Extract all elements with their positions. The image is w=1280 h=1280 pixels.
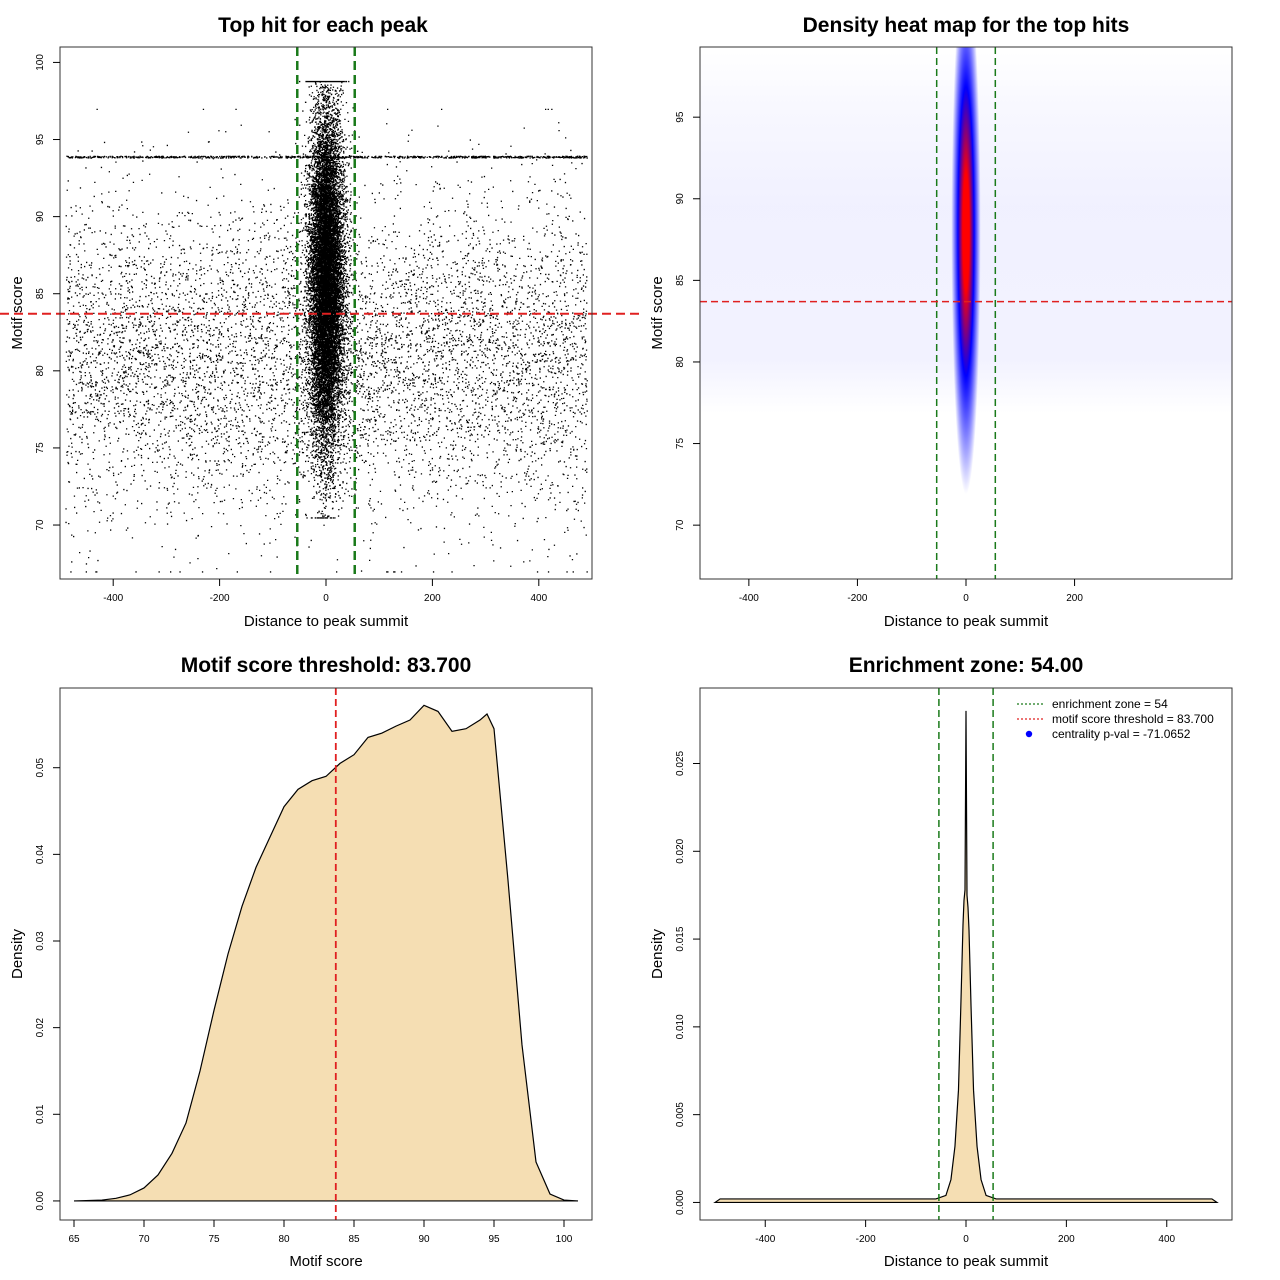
heatmap-y-tick-label: 70 bbox=[675, 519, 686, 531]
heatmap-x-tick-label: 0 bbox=[963, 593, 969, 604]
distance-density-x-tick-label: -400 bbox=[755, 1234, 775, 1245]
distance-density-y-tick-label: 0.005 bbox=[675, 1102, 686, 1127]
scatter-points bbox=[65, 80, 588, 573]
panel-score-density: Motif score threshold: 83.700 65 70 75 80 85… bbox=[9, 654, 593, 1270]
scatter-x-tick-label: 0 bbox=[323, 593, 329, 604]
score-density-title: Motif score threshold: 83.700 bbox=[181, 654, 472, 677]
scatter-y-axis-label: Motif score bbox=[9, 276, 26, 349]
scatter-y-tick-label: 80 bbox=[35, 365, 46, 377]
heatmap-title: Density heat map for the top hits bbox=[803, 14, 1130, 37]
legend-pval-marker bbox=[1025, 730, 1033, 738]
distance-density-y-axis-label: Density bbox=[649, 928, 666, 979]
distance-density-y-tick-label: 0.000 bbox=[675, 1189, 686, 1214]
panel-distance-density: Enrichment zone: 54.00 -400 -200 0 200 400 0… bbox=[649, 654, 1233, 1270]
scatter-x-tick-label: 200 bbox=[424, 593, 441, 604]
heatmap-y-axis: 70 75 80 85 90 95 bbox=[675, 111, 700, 531]
heatmap-y-tick-label: 80 bbox=[675, 356, 686, 368]
distance-density-x-axis: -400 -200 0 200 400 bbox=[755, 1220, 1176, 1245]
distance-density-x-axis-label: Distance to peak summit bbox=[884, 1253, 1049, 1270]
scatter-x-axis-label: Distance to peak summit bbox=[244, 613, 409, 630]
panel-heatmap: Density heat map for the top hits bbox=[649, 14, 1233, 630]
heatmap-x-tick-label: -200 bbox=[847, 593, 867, 604]
scatter-x-tick-label: 400 bbox=[530, 593, 547, 604]
scatter-x-axis: -400 -200 0 200 400 bbox=[103, 579, 548, 604]
distance-density-title: Enrichment zone: 54.00 bbox=[849, 654, 1084, 677]
distance-density-y-tick-label: 0.015 bbox=[675, 926, 686, 951]
score-density-x-tick-label: 85 bbox=[348, 1234, 360, 1245]
scatter-y-tick-label: 85 bbox=[35, 288, 46, 300]
scatter-y-tick-label: 90 bbox=[35, 211, 46, 223]
heatmap-x-tick-label: 200 bbox=[1066, 593, 1083, 604]
scatter-y-tick-label: 75 bbox=[35, 442, 46, 454]
scatter-title: Top hit for each peak bbox=[218, 14, 428, 37]
score-density-area bbox=[73, 704, 579, 1202]
score-density-x-tick-label: 95 bbox=[488, 1234, 500, 1245]
score-density-x-axis: 65 70 75 80 85 90 95 100 bbox=[68, 1220, 573, 1245]
score-density-y-tick-label: 0.02 bbox=[35, 1017, 46, 1037]
score-density-x-axis-label: Motif score bbox=[289, 1253, 362, 1270]
scatter-y-tick-label: 95 bbox=[35, 134, 46, 146]
scatter-x-tick-label: -400 bbox=[103, 593, 123, 604]
score-density-y-tick-label: 0.03 bbox=[35, 931, 46, 951]
heatmap-y-tick-label: 90 bbox=[675, 193, 686, 205]
heatmap-y-tick-label: 85 bbox=[675, 274, 686, 286]
score-density-plot-frame bbox=[59, 687, 593, 1221]
score-density-x-tick-label: 100 bbox=[556, 1234, 573, 1245]
score-density-y-axis-label: Density bbox=[9, 928, 26, 979]
score-density-x-tick-label: 65 bbox=[68, 1234, 80, 1245]
distance-density-x-tick-label: 400 bbox=[1158, 1234, 1175, 1245]
heatmap-y-tick-label: 75 bbox=[675, 438, 686, 450]
scatter-point bbox=[65, 80, 588, 573]
distance-density-x-tick-label: 0 bbox=[963, 1234, 969, 1245]
score-density-x-tick-label: 80 bbox=[278, 1234, 290, 1245]
score-density-y-tick-label: 0.05 bbox=[35, 758, 46, 778]
distance-density-y-tick-label: 0.020 bbox=[675, 838, 686, 863]
distance-density-y-tick-label: 0.025 bbox=[675, 751, 686, 776]
scatter-y-tick-label: 100 bbox=[35, 54, 46, 71]
scatter-y-axis: 70 75 80 85 90 95 100 bbox=[35, 54, 60, 531]
score-density-y-tick-label: 0.00 bbox=[35, 1191, 46, 1211]
heatmap-hotspot bbox=[951, 47, 981, 495]
heatmap-y-tick-label: 95 bbox=[675, 111, 686, 123]
score-density-x-tick-label: 75 bbox=[208, 1234, 220, 1245]
heatmap-x-tick-label: -400 bbox=[739, 593, 759, 604]
heatmap-x-axis: -400 -200 0 200 bbox=[739, 579, 1083, 604]
score-density-x-tick-label: 70 bbox=[138, 1234, 150, 1245]
scatter-y-tick-label: 70 bbox=[35, 519, 46, 531]
legend: enrichment zone = 54 motif score thresho… bbox=[1017, 697, 1214, 741]
scatter-x-tick-label: -200 bbox=[210, 593, 230, 604]
distance-density-x-tick-label: 200 bbox=[1058, 1234, 1075, 1245]
distance-density-area bbox=[713, 710, 1219, 1204]
legend-pval-label: centrality p-val = -71.0652 bbox=[1052, 727, 1191, 741]
score-density-y-axis: 0.00 0.01 0.02 0.03 0.04 0.05 bbox=[35, 758, 60, 1211]
distance-density-x-tick-label: -200 bbox=[856, 1234, 876, 1245]
score-density-x-tick-label: 90 bbox=[418, 1234, 430, 1245]
legend-threshold-label: motif score threshold = 83.700 bbox=[1052, 712, 1214, 726]
distance-density-y-tick-label: 0.010 bbox=[675, 1014, 686, 1039]
heatmap-y-axis-label: Motif score bbox=[649, 276, 666, 349]
score-density-y-tick-label: 0.04 bbox=[35, 844, 46, 864]
panel-scatter: Top hit for each peak -400 -200 0 200 400 70… bbox=[0, 14, 643, 630]
legend-zone-label: enrichment zone = 54 bbox=[1052, 697, 1168, 711]
distance-density-y-axis: 0.000 0.005 0.010 0.015 0.020 0.025 bbox=[675, 751, 700, 1215]
score-density-y-tick-label: 0.01 bbox=[35, 1104, 46, 1124]
heatmap-x-axis-label: Distance to peak summit bbox=[884, 613, 1049, 630]
